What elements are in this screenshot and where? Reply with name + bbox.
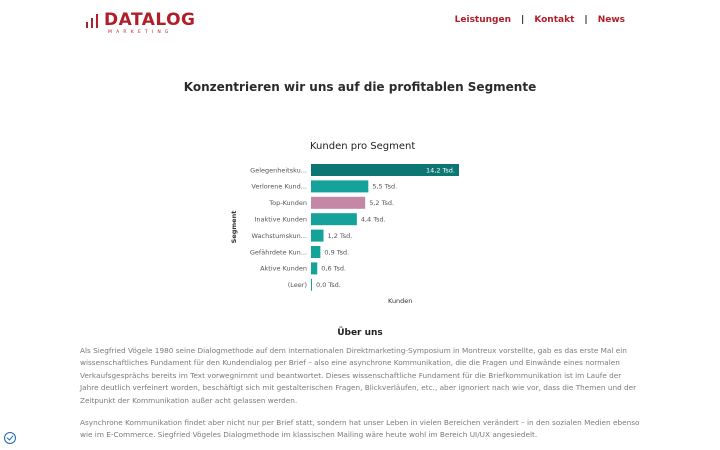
chart-data-label: 0,0 Tsd. — [316, 281, 341, 289]
chart-bar — [311, 213, 357, 226]
segment-chart: Kunden pro Segment Segment Kunden Gelegenhe… — [228, 132, 490, 307]
nav-separator: | — [521, 15, 525, 25]
chart-data-label: 5,2 Tsd. — [369, 199, 394, 207]
chart-bar — [311, 246, 321, 258]
chart-y-axis-label: Segment — [230, 211, 238, 244]
main-nav: Leistungen | Kontakt | News — [455, 15, 625, 25]
logo-subtitle: MARKETING — [108, 30, 173, 35]
nav-item-leistungen[interactable]: Leistungen — [454, 15, 512, 25]
chart-data-label: 1,2 Tsd. — [328, 232, 353, 240]
chart-title: Kunden pro Segment — [310, 141, 415, 152]
logo-bars-icon — [86, 14, 104, 28]
chart-category-label: Verlorene Kund... — [251, 183, 307, 191]
chart-bar — [311, 196, 366, 209]
chart-bar — [311, 262, 318, 275]
segment-bar-chart: Kunden pro Segment Segment Kunden Gelegenhe… — [230, 141, 459, 305]
about-title: Über uns — [337, 328, 383, 338]
chart-bar — [311, 229, 324, 242]
nav-item-news[interactable]: News — [597, 15, 625, 25]
chart-bar — [311, 278, 312, 291]
chart-x-axis-label: Kunden — [388, 297, 412, 305]
chart-category-label: Gefährdete Kun... — [250, 248, 307, 256]
chart-data-label: 14,2 Tsd. — [426, 166, 455, 174]
chart-category-label: Gelegenheitsku... — [250, 166, 307, 174]
chart-category-label: (Leer) — [288, 281, 307, 289]
logo[interactable]: DATALOG MARKETING — [86, 11, 196, 35]
chart-data-label: 0,6 Tsd. — [321, 265, 346, 273]
about-paragraph-1: Als Siegfried Vögele 1980 seine Dialogme… — [80, 346, 637, 405]
page-headline: Konzentrieren wir uns auf die profitable… — [183, 80, 537, 94]
chart-category-label: Aktive Kunden — [260, 265, 307, 273]
chart-category-label: Top-Kunden — [268, 199, 307, 207]
about-paragraph-2: Asynchrone Kommunikation findet aber nic… — [80, 418, 640, 440]
chart-category-label: Wachstumskun... — [252, 232, 307, 240]
chart-bar — [311, 180, 369, 193]
chart-bar — [311, 164, 459, 176]
chart-data-label: 0,9 Tsd. — [324, 248, 349, 256]
shield-check-icon[interactable] — [4, 432, 16, 444]
logo-text: DATALOG — [104, 10, 196, 30]
chart-data-label: 4,4 Tsd. — [361, 216, 386, 224]
chart-data-label: 5,5 Tsd. — [372, 183, 397, 191]
chart-category-label: Inaktive Kunden — [255, 216, 307, 224]
nav-separator: | — [584, 15, 588, 25]
nav-item-kontakt[interactable]: Kontakt — [534, 15, 575, 25]
